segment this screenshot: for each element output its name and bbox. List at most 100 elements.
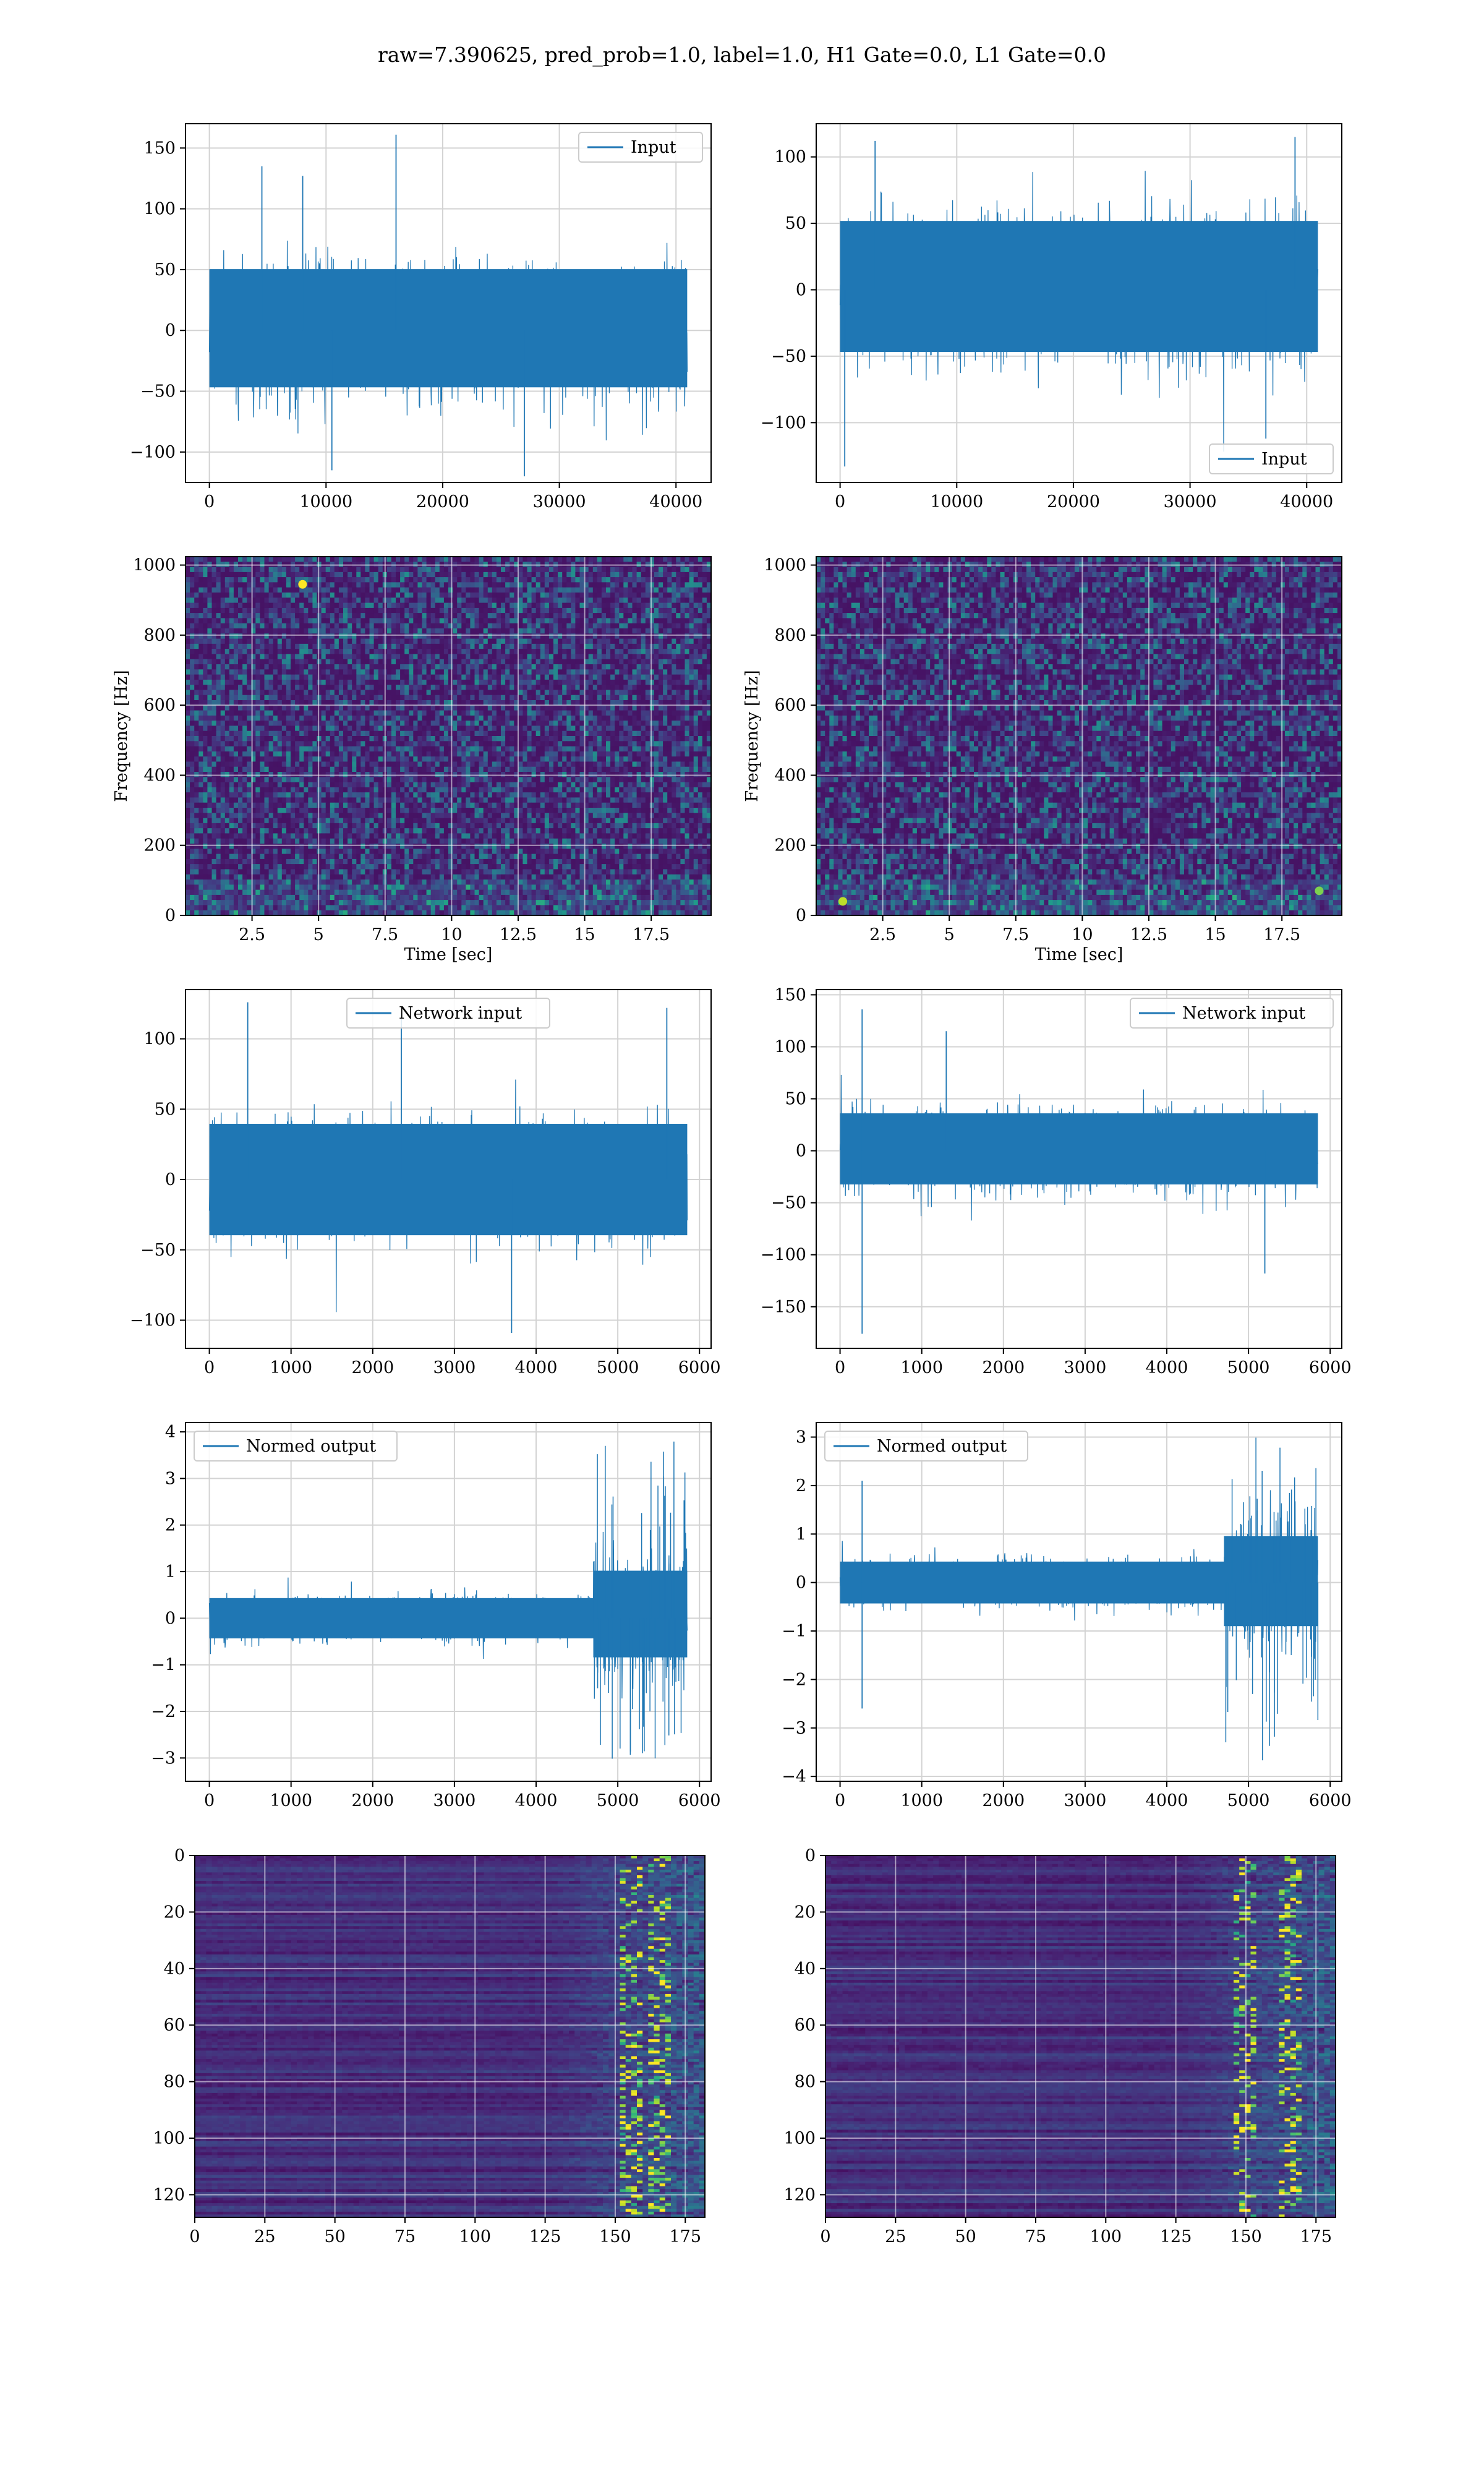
x-tick-label: 25 xyxy=(885,2227,906,2246)
y-tick-label: 1 xyxy=(796,1525,806,1544)
heatmap-hotspot xyxy=(298,580,307,589)
plot-area xyxy=(186,990,711,1348)
y-tick-label: 40 xyxy=(164,1959,185,1979)
x-tick-label: 15 xyxy=(1205,925,1226,944)
x-tick-label: 1000 xyxy=(270,1791,312,1810)
figure-title: raw=7.390625, pred_prob=1.0, label=1.0, … xyxy=(378,43,1106,67)
tick-labels: 2.5 5 7.5 10 12.5 15 17.5 0 200 400 600 800 1000 xyxy=(764,556,1300,944)
x-tick-label: 7.5 xyxy=(372,925,398,944)
x-tick-label: 0 xyxy=(189,2227,200,2246)
x-tick-label: 5000 xyxy=(597,1358,639,1377)
x-tick-label: 5000 xyxy=(1227,1791,1270,1810)
panel-h1-normed-output: Normed output 0 1000 2000 3000 4000 5000 6000 −3… xyxy=(151,1422,721,1810)
x-tick-label: 0 xyxy=(204,1358,215,1377)
y-tick-label: −3 xyxy=(782,1719,806,1738)
x-tick-label: 2000 xyxy=(351,1358,394,1377)
axes-frame xyxy=(825,1855,1336,2218)
y-tick-label: 1 xyxy=(165,1562,176,1582)
y-tick-label: 800 xyxy=(143,626,176,645)
y-tick-label: 3 xyxy=(796,1428,806,1447)
heatmap-hotspot xyxy=(1315,886,1324,896)
y-tick-label: −1 xyxy=(151,1656,176,1675)
y-tick-label: 50 xyxy=(785,214,806,233)
panel-l1-normed-output: Normed output 0 1000 2000 3000 4000 5000 6000 −4… xyxy=(782,1422,1352,1810)
axes-frame xyxy=(194,1855,706,2218)
tick-labels: 0 1000 2000 3000 4000 5000 6000 −150 −100 −50 0 50 1… xyxy=(761,985,1352,1377)
x-tick-label: 12.5 xyxy=(1130,925,1167,944)
y-tick-label: 0 xyxy=(165,321,176,340)
plot-area xyxy=(816,124,1342,482)
x-tick-label: 75 xyxy=(1025,2227,1046,2246)
x-tick-label: 5000 xyxy=(597,1791,639,1810)
y-tick-label: 2 xyxy=(165,1516,176,1535)
plot-area xyxy=(816,1423,1342,1781)
x-tick-label: 17.5 xyxy=(1263,925,1300,944)
y-tick-label: 100 xyxy=(774,148,806,167)
panel-h1-input: Input 0 10000 20000 30000 40000 −100 −50 0 50 100 1… xyxy=(130,123,712,511)
plot-area xyxy=(186,557,711,915)
x-tick-label: 40000 xyxy=(1280,492,1333,511)
panel-h1-activation-map: 0 25 50 75 100 125 150 175 0 20 40 60 80 100 120 xyxy=(153,1846,706,2246)
y-tick-label: 60 xyxy=(795,2016,816,2035)
axes-frame xyxy=(185,123,712,483)
x-tick-label: 4000 xyxy=(515,1791,558,1810)
y-tick-label: 100 xyxy=(153,2129,185,2148)
y-tick-label: 150 xyxy=(143,139,176,158)
x-tick-label: 1000 xyxy=(900,1791,943,1810)
legend-label: Input xyxy=(631,138,676,157)
y-tick-label: 50 xyxy=(785,1090,806,1109)
y-tick-label: 100 xyxy=(143,200,176,219)
y-tick-label: 120 xyxy=(153,2185,185,2204)
x-tick-label: 12.5 xyxy=(500,925,537,944)
plot-area xyxy=(186,1423,711,1781)
y-tick-label: 400 xyxy=(774,766,806,785)
series-core xyxy=(209,1598,594,1638)
x-tick-label: 0 xyxy=(204,1791,215,1810)
y-tick-label: 50 xyxy=(155,1100,176,1119)
heatmap-cells xyxy=(816,557,1342,915)
y-tick-label: 4 xyxy=(165,1423,176,1442)
tick-labels: 0 10000 20000 30000 40000 −100 −50 0 50 100 150 xyxy=(130,139,702,511)
heatmap-hotspot xyxy=(838,897,848,906)
grid-lines xyxy=(825,1856,1336,2217)
tick-labels: 0 1000 2000 3000 4000 5000 6000 −3 −2 −1 0 1 2 3 4 xyxy=(151,1423,720,1810)
y-tick-label: −50 xyxy=(140,382,176,401)
panel-l1-activation-map: 0 25 50 75 100 125 150 175 0 20 40 60 80 100 120 xyxy=(783,1846,1336,2246)
x-tick-label: 7.5 xyxy=(1002,925,1029,944)
x-tick-label: 175 xyxy=(1300,2227,1332,2246)
x-tick-label: 5000 xyxy=(1227,1358,1270,1377)
y-tick-label: 3 xyxy=(165,1469,176,1488)
x-tick-label: 2.5 xyxy=(869,925,896,944)
y-axis-label: Frequency [Hz] xyxy=(112,670,131,802)
tick-labels: 0 1000 2000 3000 4000 5000 6000 −4 −3 −2 −1 0 1 2 3 xyxy=(782,1428,1351,1810)
heatmap-cells xyxy=(186,557,711,915)
x-tick-label: 5 xyxy=(313,925,324,944)
y-tick-label: 40 xyxy=(795,1959,816,1979)
x-tick-label: 2000 xyxy=(351,1791,394,1810)
x-tick-label: 50 xyxy=(955,2227,976,2246)
plot-area xyxy=(816,557,1342,915)
grid-lines xyxy=(816,557,1342,915)
grid-lines xyxy=(195,1856,705,2217)
x-axis-label: Time [sec] xyxy=(1035,945,1124,964)
y-tick-label: 0 xyxy=(165,1170,176,1189)
x-tick-label: 3000 xyxy=(1064,1358,1107,1377)
x-tick-label: 17.5 xyxy=(633,925,670,944)
panel-h1-spectrogram: 2.5 5 7.5 10 12.5 15 17.5 0 200 400 600 800 1000 Time… xyxy=(112,556,712,964)
x-tick-label: 4000 xyxy=(515,1358,558,1377)
y-tick-label: −50 xyxy=(771,347,806,366)
y-tick-label: −100 xyxy=(761,1246,806,1265)
x-tick-label: 0 xyxy=(835,1791,845,1810)
y-tick-label: −3 xyxy=(151,1748,176,1768)
x-tick-label: 125 xyxy=(1160,2227,1192,2246)
x-tick-label: 20000 xyxy=(416,492,469,511)
axes-frame xyxy=(816,556,1342,916)
plot-area xyxy=(186,124,711,482)
y-tick-label: 120 xyxy=(783,2185,816,2204)
legend: Network input xyxy=(346,998,550,1029)
y-tick-label: −150 xyxy=(761,1298,806,1317)
y-tick-label: 50 xyxy=(155,260,176,280)
x-tick-label: 150 xyxy=(599,2227,631,2246)
